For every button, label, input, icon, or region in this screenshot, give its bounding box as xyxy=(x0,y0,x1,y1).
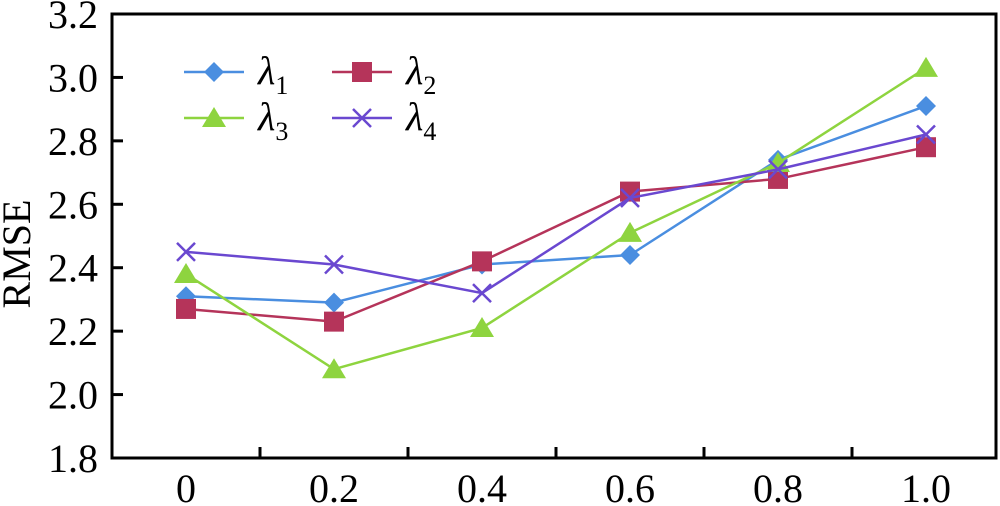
x-tick-label: 1.0 xyxy=(901,466,951,506)
x-axis: 0 0.2 0.4 0.6 0.8 1.0 xyxy=(176,447,951,506)
series-line xyxy=(185,66,927,371)
data-point-diamond xyxy=(620,245,640,266)
data-point-cross xyxy=(472,283,492,303)
y-tick-label: 2.0 xyxy=(48,373,98,418)
data-point-square xyxy=(472,251,492,272)
data-point-square xyxy=(324,311,344,332)
data-point-triangle xyxy=(322,358,346,379)
data-point-triangle xyxy=(470,316,494,337)
x-tick-label: 0.4 xyxy=(457,466,507,506)
legend-label: λ4 xyxy=(405,94,436,146)
series-line xyxy=(185,145,927,323)
legend-item: λ2 xyxy=(332,48,436,100)
y-tick-label: 3.2 xyxy=(48,0,98,37)
series-triangle xyxy=(174,56,938,379)
data-point-square xyxy=(916,137,936,158)
legend-label: λ3 xyxy=(257,94,288,146)
x-tick-label: 0.8 xyxy=(753,466,803,506)
data-point-diamond xyxy=(916,95,936,116)
y-tick-label: 1.8 xyxy=(48,436,98,481)
legend-item: λ1 xyxy=(184,48,288,100)
data-point-cross xyxy=(324,254,344,275)
x-tick-label: 0 xyxy=(176,466,196,506)
legend-marker-cross xyxy=(352,108,372,128)
x-tick-label: 0.2 xyxy=(309,466,359,506)
y-axis-title: RMSE xyxy=(0,200,39,309)
legend-item: λ4 xyxy=(332,94,436,146)
data-point-cross xyxy=(768,159,788,180)
legend-item: λ3 xyxy=(184,94,288,146)
legend-label: λ1 xyxy=(257,48,288,100)
y-tick-label: 2.4 xyxy=(48,246,98,291)
series-diamond xyxy=(176,95,936,313)
x-tick-label: 0.6 xyxy=(605,466,655,506)
series-line xyxy=(185,133,927,295)
data-point-square xyxy=(176,298,196,319)
y-tick-label: 3.0 xyxy=(48,55,98,100)
plot-series xyxy=(174,56,938,379)
data-point-triangle xyxy=(618,221,642,242)
y-tick-label: 2.8 xyxy=(48,119,98,164)
y-tick-label: 2.2 xyxy=(48,309,98,354)
y-tick-label: 2.6 xyxy=(48,182,98,227)
legend-marker-triangle xyxy=(202,107,226,127)
plot-frame xyxy=(110,12,998,460)
y-axis: 1.8 2.0 2.2 2.4 2.6 2.8 3.0 3.2 xyxy=(48,0,123,481)
data-point-cross xyxy=(620,188,640,208)
data-point-cross xyxy=(916,124,936,145)
series-square xyxy=(176,137,936,332)
data-point-triangle xyxy=(174,263,198,284)
data-point-triangle xyxy=(914,56,938,77)
legend-marker-diamond xyxy=(204,62,224,82)
series-line xyxy=(185,104,927,304)
legend-label: λ2 xyxy=(405,48,436,100)
legend: λ1 λ2 λ3 λ4 xyxy=(184,48,436,146)
legend-marker-square xyxy=(352,62,372,82)
series-cross xyxy=(176,124,936,303)
data-point-cross xyxy=(176,241,196,262)
data-point-diamond xyxy=(324,292,344,313)
